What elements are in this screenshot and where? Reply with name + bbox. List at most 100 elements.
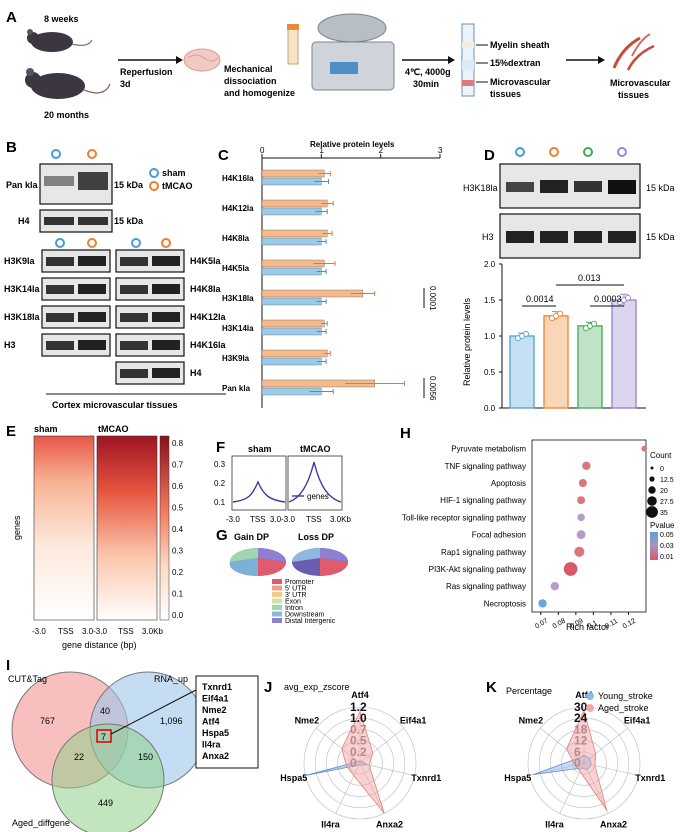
legend-swatch (272, 605, 282, 610)
x-tick-label: 0 (260, 146, 265, 155)
step1-line1: Reperfusion (120, 67, 173, 77)
legend-label: Promoter (285, 579, 314, 586)
x-tick: 3.0Kb (330, 515, 351, 524)
legend-aged: Aged_stroke (598, 703, 649, 713)
radar-series-Aged_stroke (566, 709, 608, 811)
legend-young: Young_stroke (598, 691, 653, 701)
ring-label: 1.2 (350, 700, 367, 714)
legend-sham-icon (149, 168, 159, 178)
x-tick: TSS (118, 627, 134, 636)
axis-label: Anxa2 (600, 819, 627, 829)
group-3-marker-icon (583, 147, 593, 157)
bar (577, 325, 603, 409)
footer-text: Cortex microvascular tissues (52, 400, 178, 410)
panel-a-label: A (6, 9, 17, 26)
data-point (557, 310, 563, 317)
pathway-dot (563, 562, 578, 576)
heatmap-sham (33, 435, 95, 621)
scale-label: 0.4 (172, 525, 184, 534)
pathway-dot (582, 461, 591, 470)
radar-series-Aged_stroke (341, 710, 385, 814)
legend-sham: sham (162, 168, 186, 178)
x-tick: TSS (58, 627, 74, 636)
blot-label: H3K9la (4, 256, 36, 266)
step2-line1: Mechanical (224, 64, 273, 74)
blot-label: H3 (482, 232, 494, 242)
chart-title: Relative protein levels (310, 140, 395, 149)
band (46, 313, 74, 322)
gene-list-box (195, 675, 259, 769)
x-tick: -3.0 (226, 515, 240, 524)
band (152, 340, 180, 350)
blot-kda: 15 kDa (646, 232, 675, 242)
right-blot-column: H4K5la H4K8la H4K12la H4K16la H4 (115, 249, 227, 385)
x-tick-label: 3 (438, 146, 443, 155)
x-tick-label: 0.07 (534, 618, 549, 631)
legend-label: Intron (285, 605, 303, 612)
x-tick: TSS (250, 515, 266, 524)
panel-k-label: K (486, 679, 497, 696)
panel-c-label: C (218, 147, 229, 164)
panel-f-label: F (216, 439, 225, 456)
pval-2: 0.013 (578, 273, 601, 283)
band (608, 231, 636, 243)
panel-d-label: D (484, 147, 495, 164)
radar-k: Atf4Eif4a1Txnrd1Anxa2Il4raHspa5Nme230241… (504, 690, 665, 829)
tmcao-marker-icon (87, 149, 97, 159)
category-label: H4K16la (222, 174, 254, 183)
legend-swatch (272, 618, 282, 623)
sham-marker-icon (131, 238, 141, 248)
x-tick-label: 0.08 (552, 618, 567, 631)
panel-h: H Pyruvate metabolism TNF signaling pathw… (400, 425, 675, 632)
legend-swatch (272, 579, 282, 584)
gene-name: Txnrd1 (202, 682, 232, 692)
venn-count: 22 (74, 752, 84, 762)
sham-marker-icon (51, 149, 61, 159)
scale-label: 0.2 (172, 568, 184, 577)
y-tick-label: 0.5 (484, 368, 496, 377)
data-point (591, 320, 597, 327)
ring-label: 18 (574, 722, 588, 736)
result-line1: Microvascular (610, 78, 671, 88)
blot-kda: 15 kDa (646, 183, 675, 193)
pie-title-gain: Gain DP (234, 532, 269, 542)
venn-count: 767 (40, 716, 55, 726)
p-value: 0.0056 (428, 376, 437, 401)
bar-tMCAO (261, 199, 328, 208)
pathway-label: HIF-1 signaling pathway (440, 496, 526, 505)
band (44, 217, 74, 225)
chart-h: Pyruvate metabolism TNF signaling pathway… (402, 439, 675, 632)
band (78, 172, 108, 190)
pval-3: 0.0003 (594, 294, 622, 304)
bar-sham (261, 327, 322, 336)
band (152, 256, 180, 266)
category-label: H3K18la (222, 294, 254, 303)
y-tick: 0.2 (214, 479, 226, 488)
legend-count-dot (650, 466, 654, 470)
legend-count-dot (648, 486, 656, 494)
left-blot-column: H3K9la H3K14la H3K18la H3 (4, 249, 111, 357)
panel-e: E sham tMCAO genes -3.0 TSS 3.0-3.0 TSS … (6, 423, 184, 650)
axis-label: Anxa2 (376, 819, 403, 829)
legend-p-label: 0.05 (660, 532, 674, 539)
ring-label: 24 (574, 711, 588, 725)
step2-line2: dissociation (224, 76, 277, 86)
col-tmcao: tMCAO (300, 444, 331, 454)
ring-label: 0.5 (350, 734, 367, 748)
pathway-label: Necroptosis (484, 599, 526, 608)
blot-label: H4K16la (190, 340, 227, 350)
layer-myelin: Myelin sheath (490, 40, 550, 50)
panel-f: F sham tMCAO 0.3 0.2 0.1 -3.0 TSS 3.0-3.… (214, 439, 351, 524)
callout-line (110, 689, 197, 735)
blot-label: H3K14la (4, 284, 41, 294)
x-axis-label: Rich factor (566, 622, 609, 632)
panel-j-label: J (264, 679, 272, 696)
legend-label: Exon (285, 599, 301, 606)
band (120, 341, 148, 350)
set-rnaup: RNA_up (154, 674, 188, 684)
blot-kda: 15 kDa (114, 216, 144, 226)
gene-name: Hspa5 (202, 728, 229, 738)
pathway-dot (641, 445, 648, 452)
group-1-marker-icon (515, 147, 525, 157)
category-label: H3K14la (222, 324, 254, 333)
